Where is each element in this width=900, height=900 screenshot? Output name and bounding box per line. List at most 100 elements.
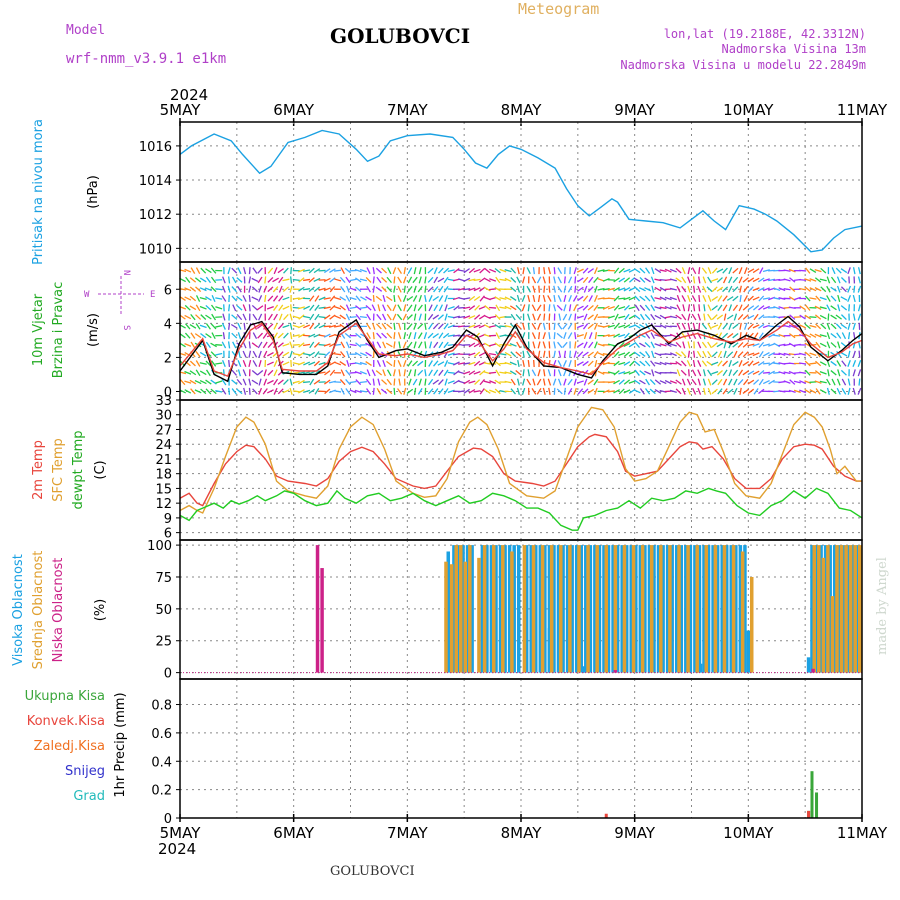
wind-arrow xyxy=(248,350,252,358)
wind-arrow xyxy=(468,361,476,366)
series-bar xyxy=(811,668,815,673)
footer-title: GOLUBOVCI xyxy=(330,864,415,879)
wind-arrow-field xyxy=(179,267,862,395)
wind-arrow xyxy=(607,371,615,375)
wind-arrow xyxy=(393,341,396,349)
wind-arrow xyxy=(204,287,212,292)
day-tick-label: 8MAY xyxy=(501,101,543,119)
wind-arrow xyxy=(407,267,413,275)
wind-arrow xyxy=(852,350,856,358)
wind-arrow xyxy=(793,296,801,301)
wind-arrow xyxy=(717,378,723,386)
series-bar xyxy=(812,545,817,673)
wind-arrow xyxy=(210,276,217,284)
wind-arrow xyxy=(858,341,861,349)
wind-arrow xyxy=(237,369,241,377)
wind-arrow xyxy=(618,287,626,292)
wind-arrow xyxy=(676,322,681,330)
wind-arrow xyxy=(478,305,486,310)
wind-arrow xyxy=(407,360,413,367)
wind-arrow xyxy=(676,294,681,303)
wind-arrow xyxy=(556,388,563,395)
wind-arrow xyxy=(376,388,382,395)
wind-arrow xyxy=(262,341,268,349)
series-bar xyxy=(622,545,627,673)
wind-arrow xyxy=(753,388,759,395)
wind-arrow xyxy=(726,314,734,320)
wind-arrow xyxy=(412,378,418,386)
wind-arrow xyxy=(473,324,481,329)
wind-arrow xyxy=(681,267,686,275)
wind-arrow xyxy=(664,305,672,310)
wind-arrow xyxy=(289,313,293,321)
time-axis-bottom: 5MAY 6MAY 7MAY 8MAY 9MAY 10MAY 11MAY xyxy=(160,814,888,842)
wind-arrow xyxy=(737,341,744,348)
wind-arrow xyxy=(366,285,371,293)
wind-arrow xyxy=(553,267,556,275)
wind-arrow xyxy=(289,378,293,386)
wind-arrow xyxy=(527,359,530,368)
wind-arrow xyxy=(857,304,861,312)
wind-arrow xyxy=(692,276,696,284)
wind-arrow xyxy=(199,277,207,283)
wind-arrow xyxy=(427,388,434,395)
wind-arrow xyxy=(799,371,807,374)
wind-arrow xyxy=(248,267,251,275)
wind-arrow xyxy=(702,378,706,386)
wind-arrow xyxy=(468,370,476,376)
y-tick-label: 33 xyxy=(155,394,172,409)
wind-arrow xyxy=(680,369,687,376)
wind-arrow xyxy=(659,361,667,366)
series-bar xyxy=(649,545,654,673)
wind-arrow xyxy=(432,379,439,385)
wind-arrow xyxy=(597,370,605,375)
wind-arrow xyxy=(747,370,755,376)
model-name: wrf-nmm_v3.9.1 e1km xyxy=(66,51,226,67)
wind-arrow xyxy=(634,314,641,320)
wind-arrow xyxy=(494,323,502,329)
wind-arrow xyxy=(542,350,546,358)
wind-arrow xyxy=(742,277,749,283)
series-bar xyxy=(529,545,533,673)
series-bar xyxy=(844,545,848,673)
series-bar xyxy=(729,545,734,673)
y-tick-label: 18 xyxy=(155,468,172,483)
wind-arrow xyxy=(654,306,662,310)
wind-arrow xyxy=(644,370,652,375)
wind-arrow xyxy=(403,332,407,340)
wind-arrow xyxy=(676,285,681,293)
wind-arrow xyxy=(629,277,636,283)
wind-arrow xyxy=(340,351,346,358)
wind-arrow xyxy=(827,313,830,321)
wind-arrow xyxy=(582,388,589,395)
wind-arrow xyxy=(747,314,755,320)
series-bar xyxy=(670,545,674,673)
wind-arrow xyxy=(826,322,831,330)
wind-arrow xyxy=(397,304,402,312)
wind-arrow xyxy=(826,276,831,284)
wind-arrow xyxy=(613,286,620,292)
wind-arrow xyxy=(758,341,765,348)
wind-arrow xyxy=(308,370,316,375)
wind-arrow xyxy=(474,379,481,385)
wind-arrow xyxy=(248,294,251,303)
wind-arrow xyxy=(752,361,760,366)
wind-arrow xyxy=(303,269,311,272)
wind-arrow xyxy=(858,378,861,386)
y-tick-label: 6 xyxy=(164,283,172,298)
legend-conv-precip: Konvek.Kisa xyxy=(27,714,105,729)
wind-arrow xyxy=(289,350,293,358)
wind-arrow xyxy=(624,313,630,321)
wind-arrow xyxy=(323,343,331,347)
wind-arrow xyxy=(227,285,231,293)
wind-arrow xyxy=(687,369,690,377)
series-bar xyxy=(697,545,702,673)
series-line xyxy=(179,433,862,507)
wind-arrow xyxy=(510,388,516,395)
wind-arrow xyxy=(458,380,466,384)
wind-arrow xyxy=(372,378,375,386)
series-bar xyxy=(837,545,842,673)
wind-arrow xyxy=(840,351,848,357)
wind-arrow xyxy=(664,296,672,301)
wind-arrow xyxy=(184,314,192,320)
